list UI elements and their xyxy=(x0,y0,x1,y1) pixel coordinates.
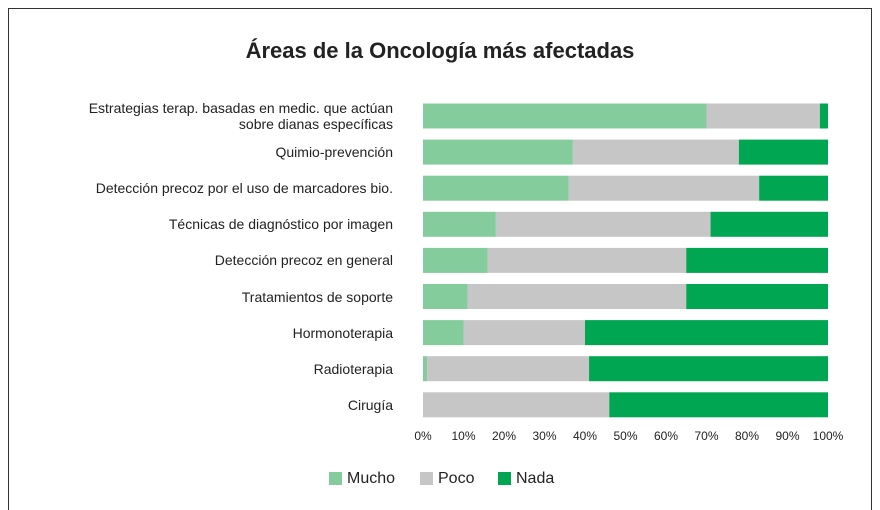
bar-segment xyxy=(585,320,828,346)
legend-label: Nada xyxy=(516,470,554,487)
bar-segment xyxy=(423,247,488,273)
bar-segment xyxy=(423,392,610,418)
bar-segment xyxy=(423,139,573,165)
y-tick-label: Técnicas de diagnóstico por imagen xyxy=(168,216,393,233)
bar-segment xyxy=(423,103,707,129)
chart-title: Áreas de la Oncología más afectadas xyxy=(246,38,635,63)
x-tick-label: 30% xyxy=(532,429,556,443)
y-tick-label: Cirugía xyxy=(347,396,393,413)
bar-segment xyxy=(487,247,687,273)
bar-segment xyxy=(738,139,828,165)
x-tick-label: 100% xyxy=(813,429,844,443)
x-tick-label: 50% xyxy=(613,429,637,443)
legend-swatch xyxy=(329,472,342,485)
legend-label: Poco xyxy=(438,470,475,487)
bar-segment xyxy=(423,284,468,309)
x-tick-label: 40% xyxy=(573,429,597,443)
bar-segment xyxy=(706,103,820,129)
legend-label: Mucho xyxy=(347,470,395,487)
bar-segment xyxy=(427,356,590,382)
bar-segment xyxy=(467,284,687,309)
y-tick-label: Quimio-prevención xyxy=(275,144,394,161)
x-tick-label: 80% xyxy=(735,429,759,443)
bar-segment xyxy=(609,392,828,418)
x-tick-label: 0% xyxy=(414,429,432,443)
bar-segment xyxy=(495,211,711,237)
x-tick-label: 10% xyxy=(451,429,475,443)
legend-swatch xyxy=(498,472,511,485)
bar-segment xyxy=(572,139,739,165)
legend-swatch xyxy=(420,472,433,485)
bar-segment xyxy=(589,356,828,382)
frame xyxy=(8,8,872,510)
y-tick-label: Estrategias terap. basadas en medic. que… xyxy=(88,100,393,132)
y-tick-label: Detección precoz en general xyxy=(214,252,393,269)
y-tick-label: Detección precoz por el uso de marcadore… xyxy=(95,180,393,197)
y-tick-label: Hormonoterapia xyxy=(292,324,393,341)
bar-segment xyxy=(686,284,828,309)
bar-segment xyxy=(423,320,464,346)
x-tick-label: 90% xyxy=(775,429,799,443)
bar-segment xyxy=(710,211,828,237)
bar-segment xyxy=(463,320,585,346)
y-tick-label: Tratamientos de soporte xyxy=(241,288,393,305)
bar-segment xyxy=(686,247,828,273)
x-tick-label: 60% xyxy=(654,429,678,443)
bar-segment xyxy=(568,175,760,201)
bar-segment xyxy=(423,211,496,237)
bar-segment xyxy=(759,175,828,201)
bar-segment xyxy=(423,356,428,382)
x-tick-label: 70% xyxy=(694,429,718,443)
y-tick-label: Radioterapia xyxy=(313,360,393,377)
bar-segment xyxy=(819,103,828,129)
bar-segment xyxy=(423,175,569,201)
x-tick-label: 20% xyxy=(492,429,516,443)
